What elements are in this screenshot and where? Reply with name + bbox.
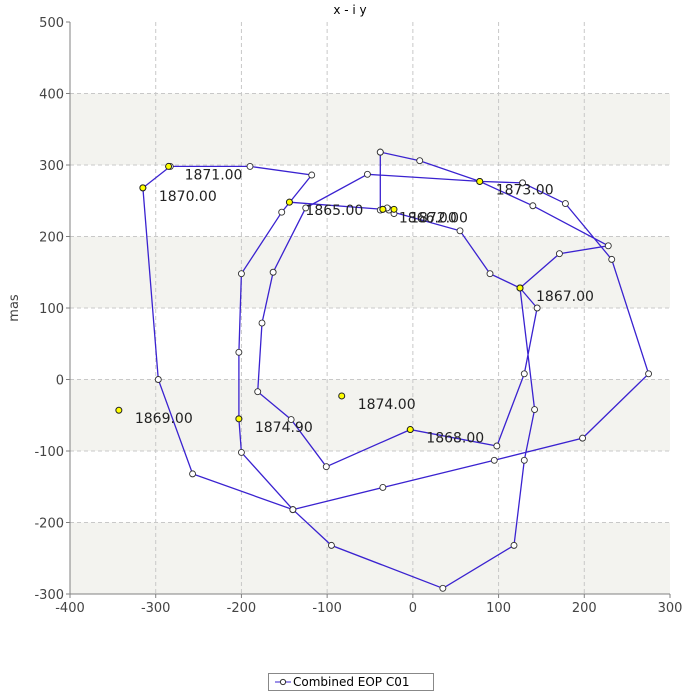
y-tick-label: 300 [39,159,64,174]
data-point [490,456,498,464]
year-label: 1868.00 [426,431,484,447]
data-point [531,406,539,413]
year-label: 1866.00 [399,210,457,226]
year-marker [476,177,484,185]
data-point [269,268,277,276]
year-label: 1871.00 [185,167,243,183]
x-tick-label: -400 [55,601,85,616]
data-point [520,370,528,378]
y-tick-label: 100 [39,302,64,317]
data-point [493,442,501,450]
data-point [363,170,371,178]
year-marker [406,426,414,434]
band [70,93,670,165]
legend-swatch-icon [275,678,291,686]
legend: Combined EOP C01 [268,673,434,691]
year-label: 1873.00 [496,182,554,198]
data-point [287,416,295,423]
data-point [376,148,384,156]
data-point [258,319,266,327]
data-point [308,171,316,179]
year-label: 1874.90 [255,420,313,436]
data-point [519,179,527,187]
data-point [604,242,612,250]
year-marker [235,415,243,423]
data-point [439,584,447,592]
year-labels-layer: 1865.00 1866.00 1867.00 1868.00 1869.00 1870.… [135,167,594,446]
year-marker [139,184,147,192]
band [70,236,670,308]
data-point [154,376,162,383]
background-bands [70,22,670,594]
data-point [510,541,518,549]
chart-title: x - i y [333,3,367,17]
data-point [246,162,254,170]
data-point [322,463,330,471]
x-tick-label: 300 [658,601,683,616]
data-point [533,304,541,312]
x-tick-label: -100 [312,601,342,616]
y-tick-label: 200 [39,231,64,246]
x-tick-label: -300 [141,601,171,616]
data-point [608,255,616,263]
y-tick-label: 400 [39,88,64,103]
y-tick-label: -300 [34,588,64,603]
data-point [379,484,387,491]
y-axis-label: mas [7,294,22,322]
x-tick-label: 200 [572,601,597,616]
year-label: 1865.00 [305,203,363,219]
data-point [237,448,245,456]
data-point [327,541,335,549]
data-point [561,200,569,208]
y-tick-label: -200 [34,517,64,532]
data-point [520,456,528,464]
legend-label: Combined EOP C01 [293,675,410,689]
band [70,379,670,451]
year-marker [516,284,524,292]
grid-lines [70,22,670,594]
year-marker [285,198,293,206]
x-tick-label: 100 [486,601,511,616]
data-point [456,227,464,235]
x-tick-label: 0 [409,601,417,616]
year-label: 1874.00 [358,397,416,413]
year-label: 1872.00 [410,210,468,226]
year-marker [165,162,173,170]
y-tick-label: 500 [39,16,64,31]
data-point [189,470,197,478]
data-point [579,434,587,442]
data-point [278,208,286,216]
year-label: 1870.00 [159,189,217,205]
year-marker [379,205,387,213]
axes: -400 -300 -200 -100 0 100 200 300-300-200-10001… [7,16,682,616]
y-tick-label: 0 [56,374,64,389]
year-marker [338,392,346,400]
data-point [237,270,245,278]
data-point [529,202,537,210]
x-tick-label: -200 [227,601,257,616]
data-point [289,506,297,514]
data-point [486,270,494,278]
data-point [302,204,310,212]
data-point [555,250,563,258]
y-tick-label: -100 [34,445,64,460]
markers-layer [115,148,653,592]
year-marker [390,205,398,213]
year-label: 1867.00 [536,289,594,305]
band [70,522,670,594]
data-point [254,388,262,396]
data-point [235,348,243,356]
data-point [416,157,424,165]
year-marker [115,406,123,414]
data-point [645,370,653,378]
year-label: 1869.00 [135,411,193,427]
